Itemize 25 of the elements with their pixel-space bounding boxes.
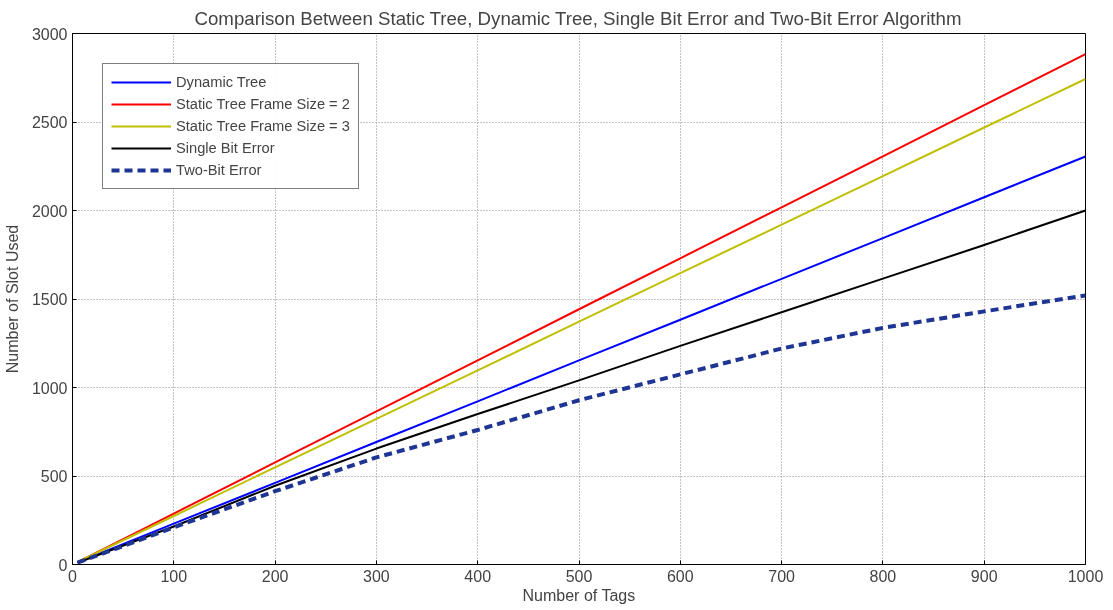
x-tick-label: 300: [363, 567, 390, 585]
x-tick-label: 800: [869, 567, 897, 585]
x-tick-label: 900: [970, 567, 998, 585]
chart-title: Comparison Between Static Tree, Dynamic Tree, Single Bit Error and Two-Bit Error Algorithm: [194, 7, 962, 29]
legend-label: Dynamic Tree: [176, 74, 267, 90]
y-axis-title: Number of Slot Used: [3, 224, 21, 374]
y-tick-label: 0: [58, 556, 68, 574]
y-tick-label: 3000: [31, 25, 68, 43]
y-tick-label: 2000: [31, 202, 68, 220]
legend-label: Two-Bit Error: [176, 162, 262, 178]
legend-label: Static Tree Frame Size = 2: [176, 96, 350, 112]
x-tick-label: 200: [261, 567, 289, 585]
x-tick-label: 600: [666, 567, 694, 585]
x-tick-label: 1000: [1067, 567, 1104, 585]
x-tick-label: 100: [160, 567, 188, 585]
y-tick-label: 1500: [31, 291, 68, 308]
y-tick-label: 1000: [31, 379, 68, 397]
x-tick-label: 700: [768, 567, 796, 585]
x-axis-title: Number of Tags: [522, 586, 636, 604]
y-tick-label: 2500: [31, 114, 68, 131]
x-tick-label: 500: [565, 567, 593, 585]
legend-label: Single Bit Error: [176, 140, 275, 156]
y-tick-label: 500: [40, 468, 68, 485]
x-tick-label: 400: [464, 567, 492, 585]
legend-label: Static Tree Frame Size = 3: [176, 118, 350, 134]
